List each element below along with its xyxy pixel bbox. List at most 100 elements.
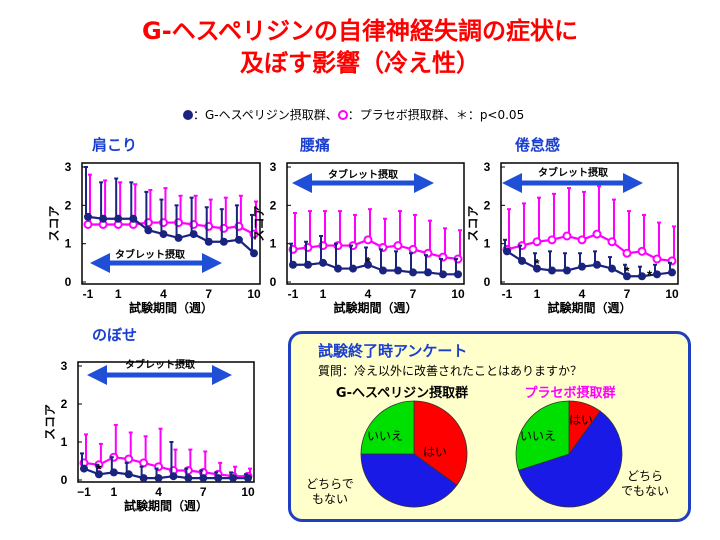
data-point [80,464,88,473]
chart-title: 腰痛 [299,136,330,154]
data-point [607,237,617,247]
data-point [547,235,557,245]
data-point [114,214,123,223]
plot-frame [500,162,679,285]
data-point [503,247,511,256]
y-tick-label: 0 [484,275,491,289]
data-point [349,264,357,273]
data-point [364,260,372,269]
pie-label-neither-line2: もない [312,492,348,506]
chart-title: のぼせ [92,327,137,344]
legend-placebo-marker [337,110,348,120]
title-line-1: G-ヘスペリジンの自律神経失調の症状に [142,17,578,45]
data-point [394,266,402,275]
data-point [454,270,462,279]
data-point [533,264,541,273]
y-tick-label: 3 [65,160,72,174]
data-point [637,246,647,256]
pie-slice [413,400,468,486]
significance-mark: * [534,256,540,271]
series-placebo [83,173,259,239]
tablet-intake-label: タブレット摂取 [538,166,609,179]
x-axis-label: 試験期間（週） [333,300,417,315]
significance-mark: * [96,462,102,477]
x-axis-label: 試験期間（週） [124,498,208,513]
x-tick-label: 1 [110,485,117,499]
series-line [88,221,255,236]
pie-label-neither-line2: でもない [621,484,669,498]
data-point [334,264,342,273]
series-line [292,238,459,261]
y-tick-label: 3 [484,160,491,174]
data-point [169,472,178,481]
data-point [84,212,92,221]
data-point [532,237,542,247]
data-point [139,458,149,468]
data-point [199,474,208,483]
x-tick-label: 4 [160,287,167,301]
pie-hesperidin-title: G-ヘスペリジン摂取群 [335,386,469,401]
data-point [409,268,417,277]
y-tick-label: 1 [61,435,68,449]
survey-question: 質問：冷え以外に改善されたことはありますか？ [318,364,583,378]
legend-significance-label: ＊：p<0.05 [455,108,525,122]
data-point [439,270,447,279]
data-point [563,266,571,275]
chart-title: 倦怠感 [515,136,560,154]
significance-mark: * [624,264,630,279]
data-point [562,231,572,241]
pie-label-yes: はい [569,413,593,427]
y-tick-label: 2 [484,198,491,212]
data-point [234,235,243,244]
x-tick-label: -1 [83,287,94,301]
x-tick-label: -1 [502,287,513,301]
data-point [408,244,418,254]
title-line-2: 及ぼす影響（冷え性） [240,49,480,77]
legend-hesperidin-label: ：G-ヘスペリジン摂取群、 [193,108,338,122]
y-tick-label: 1 [484,237,491,251]
tablet-intake-label: タブレット摂取 [328,168,399,181]
y-tick-label: 0 [65,275,72,289]
data-point [668,268,676,277]
tablet-intake-label: タブレット摂取 [115,248,186,261]
data-point [159,230,168,239]
data-point [593,260,601,269]
pie-label-neither-line1: どちらで [306,477,354,491]
plot-frame [81,162,261,285]
chart-title: 肩こり [92,136,137,154]
data-point [424,268,432,277]
data-point [229,474,238,483]
plot-frame [77,361,255,483]
data-point [139,474,148,483]
data-point [174,233,183,242]
data-point [652,254,662,264]
pie-label-no: いいえ [520,429,556,443]
y-tick-label: 1 [65,237,72,251]
pie-label-yes: はい [423,445,447,459]
data-point [124,454,134,464]
survey-panel [288,331,691,522]
data-point [518,256,526,265]
data-point [219,237,228,246]
x-tick-label: 10 [241,485,255,499]
data-point [214,474,223,483]
x-tick-label: 4 [365,287,372,301]
data-point [289,260,297,269]
data-point [250,249,258,258]
y-axis-label: スコア [466,205,480,241]
data-point [393,241,403,251]
survey-title: 試験終了時アンケート [318,342,468,360]
x-tick-label: 4 [155,485,162,499]
pie-slice [515,400,570,471]
data-point [184,474,193,483]
tablet-intake-label: タブレット摂取 [125,358,196,371]
x-tick-label: 4 [579,287,586,301]
series-hesperidin [80,441,252,483]
y-axis-label: スコア [47,205,61,241]
x-tick-label: 7 [205,287,212,301]
data-point [189,230,198,239]
